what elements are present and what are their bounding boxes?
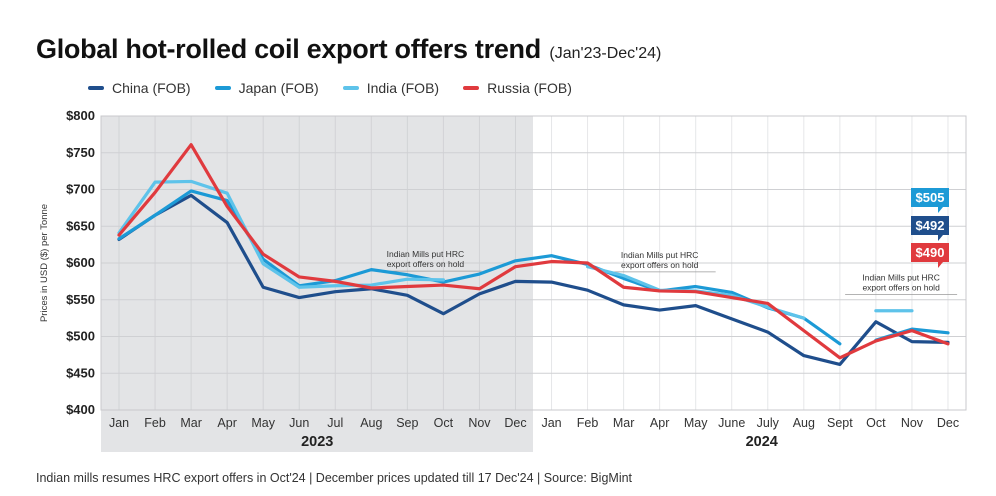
series-china: [117, 193, 950, 367]
series-russia: [117, 143, 950, 360]
plot-frame: [100, 115, 967, 411]
legend-swatch-india: [342, 86, 359, 90]
x-tick-label: Oct: [866, 416, 886, 430]
legend-label-india: India (FOB): [366, 80, 440, 96]
x-tick-label: Jan: [541, 416, 561, 430]
series-line: [117, 143, 950, 360]
chart-title-block: Global hot-rolled coil export offers tre…: [36, 34, 661, 65]
x-tick-label: Mar: [613, 416, 635, 430]
x-tick-label: Sept: [827, 416, 853, 430]
y-tick-label: $650: [66, 218, 95, 233]
legend-swatch-china: [88, 86, 104, 90]
x-tick-label: Sep: [396, 416, 418, 430]
legend-label-japan: Japan (FOB): [238, 80, 319, 96]
series-line: [117, 179, 445, 289]
footer-note: Indian mills resumes HRC export offers i…: [36, 471, 633, 485]
end-value-tag: [911, 188, 949, 213]
x-tick-label: July: [757, 416, 780, 430]
chart-subtitle: (Jan'23-Dec'24): [549, 45, 662, 62]
year-label: 2024: [746, 434, 778, 450]
y-tick-label: $450: [66, 365, 95, 380]
end-value-tag: [911, 243, 949, 268]
x-tick-label: Jul: [327, 416, 343, 430]
x-tick-label: Nov: [901, 416, 924, 430]
annotation-text: Indian Mills put HRC: [862, 273, 939, 283]
x-tick-label: Aug: [793, 416, 815, 430]
legend-label-china: China (FOB): [112, 80, 191, 96]
y-tick-label: $500: [66, 329, 95, 344]
x-tick-label: Feb: [144, 416, 166, 430]
y-tick-label: $750: [66, 145, 95, 160]
legend-swatch-russia: [463, 86, 480, 90]
x-tick-label: Apr: [217, 416, 236, 430]
end-value-label: $505: [916, 190, 945, 205]
y-axis-label: Prices in USD ($) per Tonne: [39, 204, 50, 322]
year-label: 2023: [301, 434, 333, 450]
x-tick-label: June: [718, 416, 745, 430]
legend-label-russia: Russia (FOB): [487, 80, 572, 96]
end-value-label: $490: [916, 245, 945, 260]
x-tick-label: Aug: [360, 416, 382, 430]
y-tick-label: $700: [66, 182, 95, 197]
x-tick-label: Apr: [650, 416, 669, 430]
x-tick-label: Oct: [434, 416, 454, 430]
x-tick-label: Feb: [577, 416, 599, 430]
y-tick-label: $400: [66, 402, 95, 417]
legend-item-russia: Russia (FOB): [463, 80, 572, 96]
x-tick-label: Jun: [289, 416, 309, 430]
chart-title: Global hot-rolled coil export offers tre…: [36, 34, 541, 64]
x-tick-label: Mar: [180, 416, 202, 430]
legend: China (FOB) Japan (FOB) India (FOB) Russ…: [88, 80, 572, 96]
annotation-text: export offers on hold: [621, 260, 699, 270]
legend-item-china: China (FOB): [88, 80, 191, 96]
end-value-label: $492: [916, 218, 945, 233]
legend-item-india: India (FOB): [342, 80, 440, 96]
y-tick-label: $800: [66, 108, 95, 123]
annotation-text: export offers on hold: [862, 283, 940, 293]
x-tick-label: Dec: [504, 416, 526, 430]
x-tick-label: May: [684, 416, 708, 430]
y-tick-label: $550: [66, 292, 95, 307]
legend-swatch-japan: [214, 86, 231, 90]
annotation-text: export offers on hold: [387, 259, 465, 269]
x-tick-label: Nov: [468, 416, 491, 430]
annotation-text: Indian Mills put HRC: [621, 250, 698, 260]
series-line: [117, 193, 950, 367]
end-value-tag: [911, 216, 949, 241]
x-tick-label: Jan: [109, 416, 129, 430]
annotation-text: Indian Mills put HRC: [387, 249, 464, 259]
y-tick-label: $600: [66, 255, 95, 270]
legend-item-japan: Japan (FOB): [214, 80, 319, 96]
x-tick-label: Dec: [937, 416, 959, 430]
x-tick-label: May: [251, 416, 275, 430]
